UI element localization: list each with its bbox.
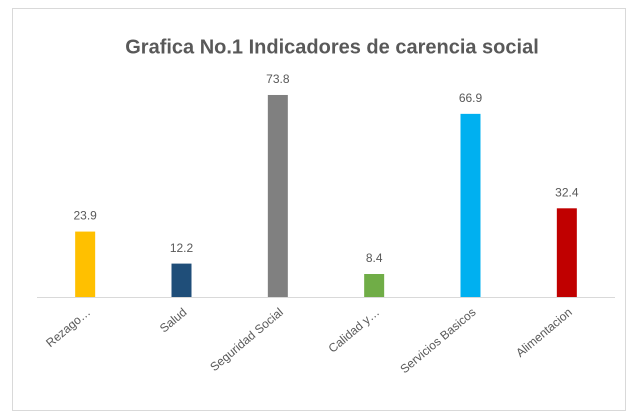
bar: [75, 231, 96, 297]
chart-title: Grafica No.1 Indicadores de carencia soc…: [125, 36, 539, 58]
bar: [171, 263, 192, 297]
data-label: 8.4: [366, 251, 383, 265]
data-label: 23.9: [73, 209, 97, 223]
bar: [364, 274, 385, 297]
data-label: 32.4: [555, 185, 579, 199]
data-label: 12.2: [170, 241, 194, 255]
bar: [556, 208, 577, 297]
data-label: 73.8: [266, 72, 290, 86]
chart-border: [12, 8, 626, 411]
bar: [460, 113, 481, 297]
bar: [267, 94, 288, 297]
data-label: 66.9: [459, 91, 483, 105]
